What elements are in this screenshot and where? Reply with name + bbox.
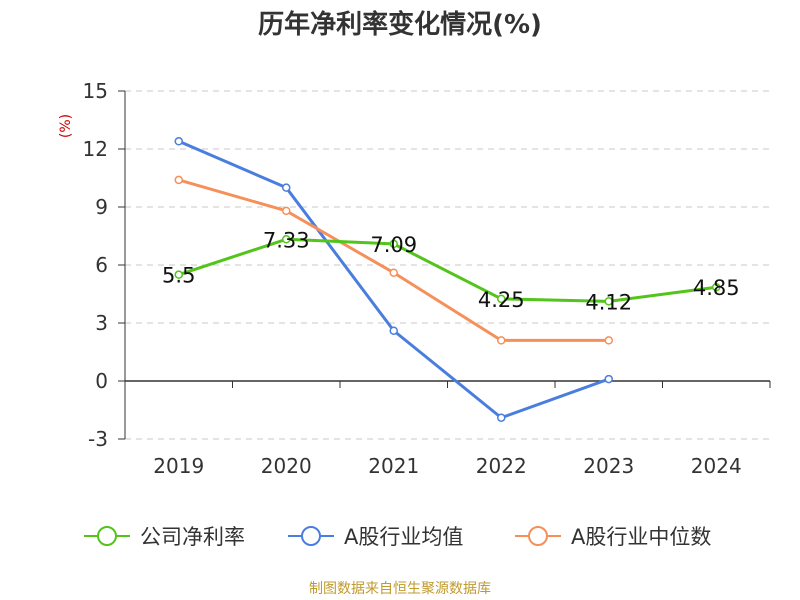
- legend-marker: [97, 526, 117, 546]
- legend-label: A股行业均值: [344, 525, 463, 549]
- series-line: [178, 237, 717, 303]
- data-point: [174, 137, 183, 146]
- data-point: [174, 270, 183, 279]
- series-line: [178, 139, 610, 420]
- y-axis-label: (%): [58, 114, 74, 138]
- x-tick-label: 2021: [368, 454, 419, 478]
- data-point: [604, 336, 613, 345]
- data-point: [497, 413, 506, 422]
- data-label: 5.5: [162, 264, 195, 288]
- data-point: [282, 183, 291, 192]
- data-point: [389, 239, 398, 249]
- data-point: [389, 268, 398, 277]
- data-label: 4.25: [478, 288, 525, 312]
- y-tick-label: 9: [95, 195, 108, 219]
- x-tick-label: 2020: [261, 454, 312, 478]
- x-tick-label: 2022: [476, 454, 527, 478]
- data-label: 4.12: [585, 290, 632, 314]
- chart-title: 历年净利率变化情况(%): [258, 10, 542, 40]
- legend-label: A股行业中位数: [571, 525, 711, 549]
- y-tick-label: 15: [83, 79, 108, 103]
- data-point: [604, 374, 613, 384]
- data-point: [497, 336, 506, 345]
- source-note: 制图数据来自恒生聚源数据库: [309, 581, 491, 597]
- series-line: [178, 178, 609, 342]
- data-point: [712, 282, 721, 292]
- legend-label: 公司净利率: [140, 525, 245, 549]
- data-point: [282, 206, 291, 216]
- x-tick-label: 2019: [153, 454, 204, 478]
- x-tick-label: 2023: [583, 454, 634, 478]
- data-label: 4.85: [693, 276, 740, 300]
- data-label: 7.09: [370, 233, 417, 257]
- y-tick-label: -3: [88, 427, 108, 451]
- legend-marker: [528, 526, 548, 546]
- x-tick-label: 2024: [691, 454, 742, 478]
- y-tick-label: 6: [95, 253, 108, 277]
- legend-marker: [301, 526, 321, 546]
- y-tick-label: 3: [95, 311, 108, 335]
- data-point: [282, 235, 291, 244]
- data-label: 7.33: [263, 228, 310, 252]
- data-point: [497, 294, 506, 304]
- data-point: [604, 297, 613, 306]
- y-tick-label: 12: [83, 137, 108, 161]
- y-tick-label: 0: [95, 369, 108, 393]
- data-point: [389, 326, 398, 335]
- data-point: [174, 175, 183, 185]
